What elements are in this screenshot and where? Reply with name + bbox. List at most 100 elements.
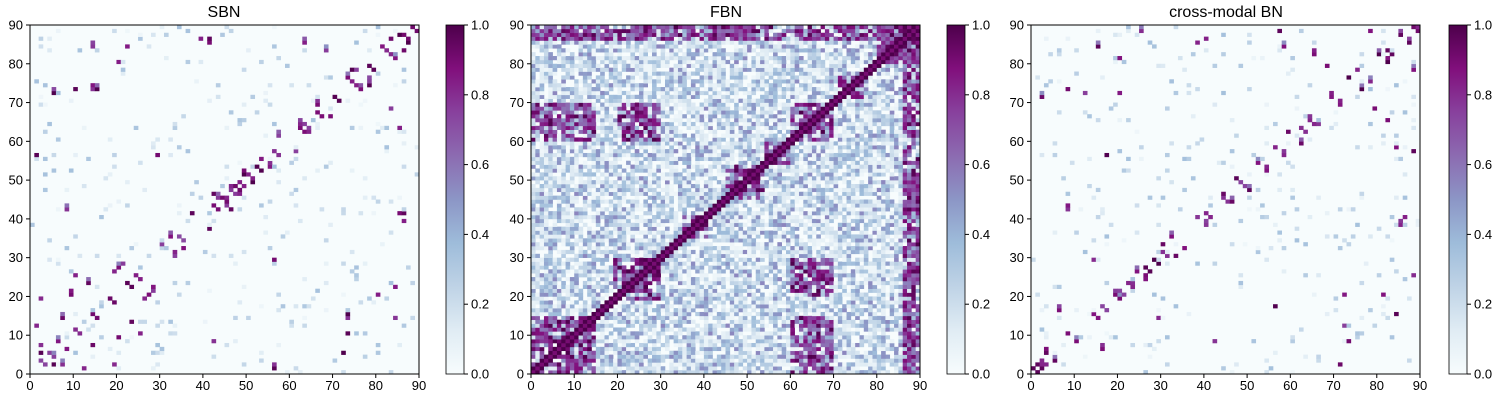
heatmap-cell (729, 304, 735, 309)
heatmap-cell (198, 36, 204, 41)
heatmap-cell (885, 195, 891, 200)
heatmap-cell (639, 152, 644, 158)
heatmap-cell (833, 323, 839, 328)
heatmap-cell (664, 149, 670, 154)
heatmap-cell (587, 319, 592, 324)
heatmap-cell (889, 304, 895, 309)
heatmap-cell (647, 300, 653, 305)
heatmap-cell (652, 191, 657, 196)
heatmap-cell (703, 346, 709, 352)
heatmap-cell (708, 331, 713, 336)
heatmap-cell (868, 370, 873, 375)
heatmap-cell (868, 284, 873, 289)
heatmap-cell (915, 342, 921, 348)
heatmap-cell (652, 265, 657, 270)
heatmap-cell (833, 319, 839, 324)
heatmap-cell (768, 195, 774, 200)
heatmap-cell (803, 354, 808, 359)
heatmap-cell (643, 308, 648, 313)
heatmap-cell (630, 362, 636, 367)
heatmap-cell (889, 362, 895, 367)
heatmap-cell (630, 222, 636, 227)
heatmap-cell (790, 339, 795, 344)
heatmap-cell (911, 296, 916, 301)
heatmap-cell (604, 319, 610, 324)
heatmap-cell (768, 176, 774, 181)
heatmap-cell (302, 121, 307, 127)
heatmap-cell (159, 25, 165, 30)
heatmap-cell (911, 160, 916, 165)
heatmap-cell (323, 164, 329, 169)
x-tick-label: 60 (282, 378, 296, 393)
heatmap-cell (55, 335, 61, 340)
heatmap-cell (829, 277, 834, 282)
heatmap-cell (703, 249, 709, 255)
heatmap-cell (600, 327, 605, 332)
heatmap-cell (708, 226, 713, 231)
heatmap-cell (600, 156, 605, 162)
heatmap-cell (876, 277, 882, 282)
x-tick-label: 50 (239, 378, 253, 393)
heatmap-cell (539, 207, 545, 212)
heatmap-cell (703, 284, 709, 289)
heatmap-cell (608, 164, 614, 169)
heatmap-cell (543, 342, 549, 348)
heatmap-cell (876, 273, 882, 278)
heatmap-cell (859, 342, 865, 348)
heatmap-cell (682, 238, 687, 243)
heatmap-cell (647, 152, 653, 158)
heatmap-cell (587, 141, 592, 146)
heatmap-cell (639, 296, 644, 301)
heatmap-cell (582, 242, 588, 247)
heatmap-cell (626, 273, 631, 278)
heatmap-cell (898, 327, 904, 332)
heatmap-cell (565, 315, 571, 321)
heatmap-cell (613, 315, 618, 321)
heatmap-cell (690, 226, 696, 231)
heatmap-cell (777, 335, 782, 340)
heatmap-cell (894, 280, 899, 286)
heatmap-cell (574, 280, 579, 286)
heatmap-cell (647, 246, 653, 251)
heatmap-cell (682, 176, 687, 181)
heatmap-cell (803, 339, 808, 344)
heatmap-cell (842, 342, 847, 348)
heatmap-cell (850, 234, 856, 239)
heatmap-cell (863, 296, 869, 301)
heatmap-cell (621, 358, 627, 363)
heatmap-cell (729, 331, 735, 336)
heatmap-cell (630, 215, 636, 220)
heatmap-cell (194, 79, 199, 84)
heatmap-cell (556, 273, 562, 278)
heatmap-cell (561, 199, 566, 204)
heatmap-cell (686, 160, 692, 165)
heatmap-cell (807, 280, 813, 286)
heatmap-cell (816, 346, 821, 352)
heatmap-cell (811, 323, 817, 328)
heatmap-cell (829, 323, 834, 328)
heatmap-cell (639, 191, 644, 196)
heatmap-cell (807, 315, 813, 321)
heatmap-cell (543, 358, 549, 363)
heatmap-cell (656, 292, 661, 297)
heatmap-cell (617, 319, 623, 324)
heatmap-cell (716, 215, 722, 220)
heatmap-cell (773, 304, 778, 309)
heatmap-cell (630, 168, 636, 173)
heatmap-cell (902, 207, 908, 212)
heatmap-cell (898, 292, 904, 297)
heatmap-cell (911, 156, 916, 162)
heatmap-cell (820, 265, 826, 270)
heatmap-cell (600, 195, 605, 200)
heatmap-cell (837, 253, 843, 258)
heatmap-cell (647, 226, 653, 231)
heatmap-cell (695, 269, 700, 274)
heatmap-cell (384, 145, 390, 150)
heatmap-cell (587, 168, 592, 173)
heatmap-cell (690, 176, 696, 181)
heatmap-cell (781, 180, 787, 185)
heatmap-cell (716, 238, 722, 243)
heatmap-cell (77, 331, 83, 336)
heatmap-cell (781, 168, 787, 173)
heatmap-cell (725, 257, 731, 262)
